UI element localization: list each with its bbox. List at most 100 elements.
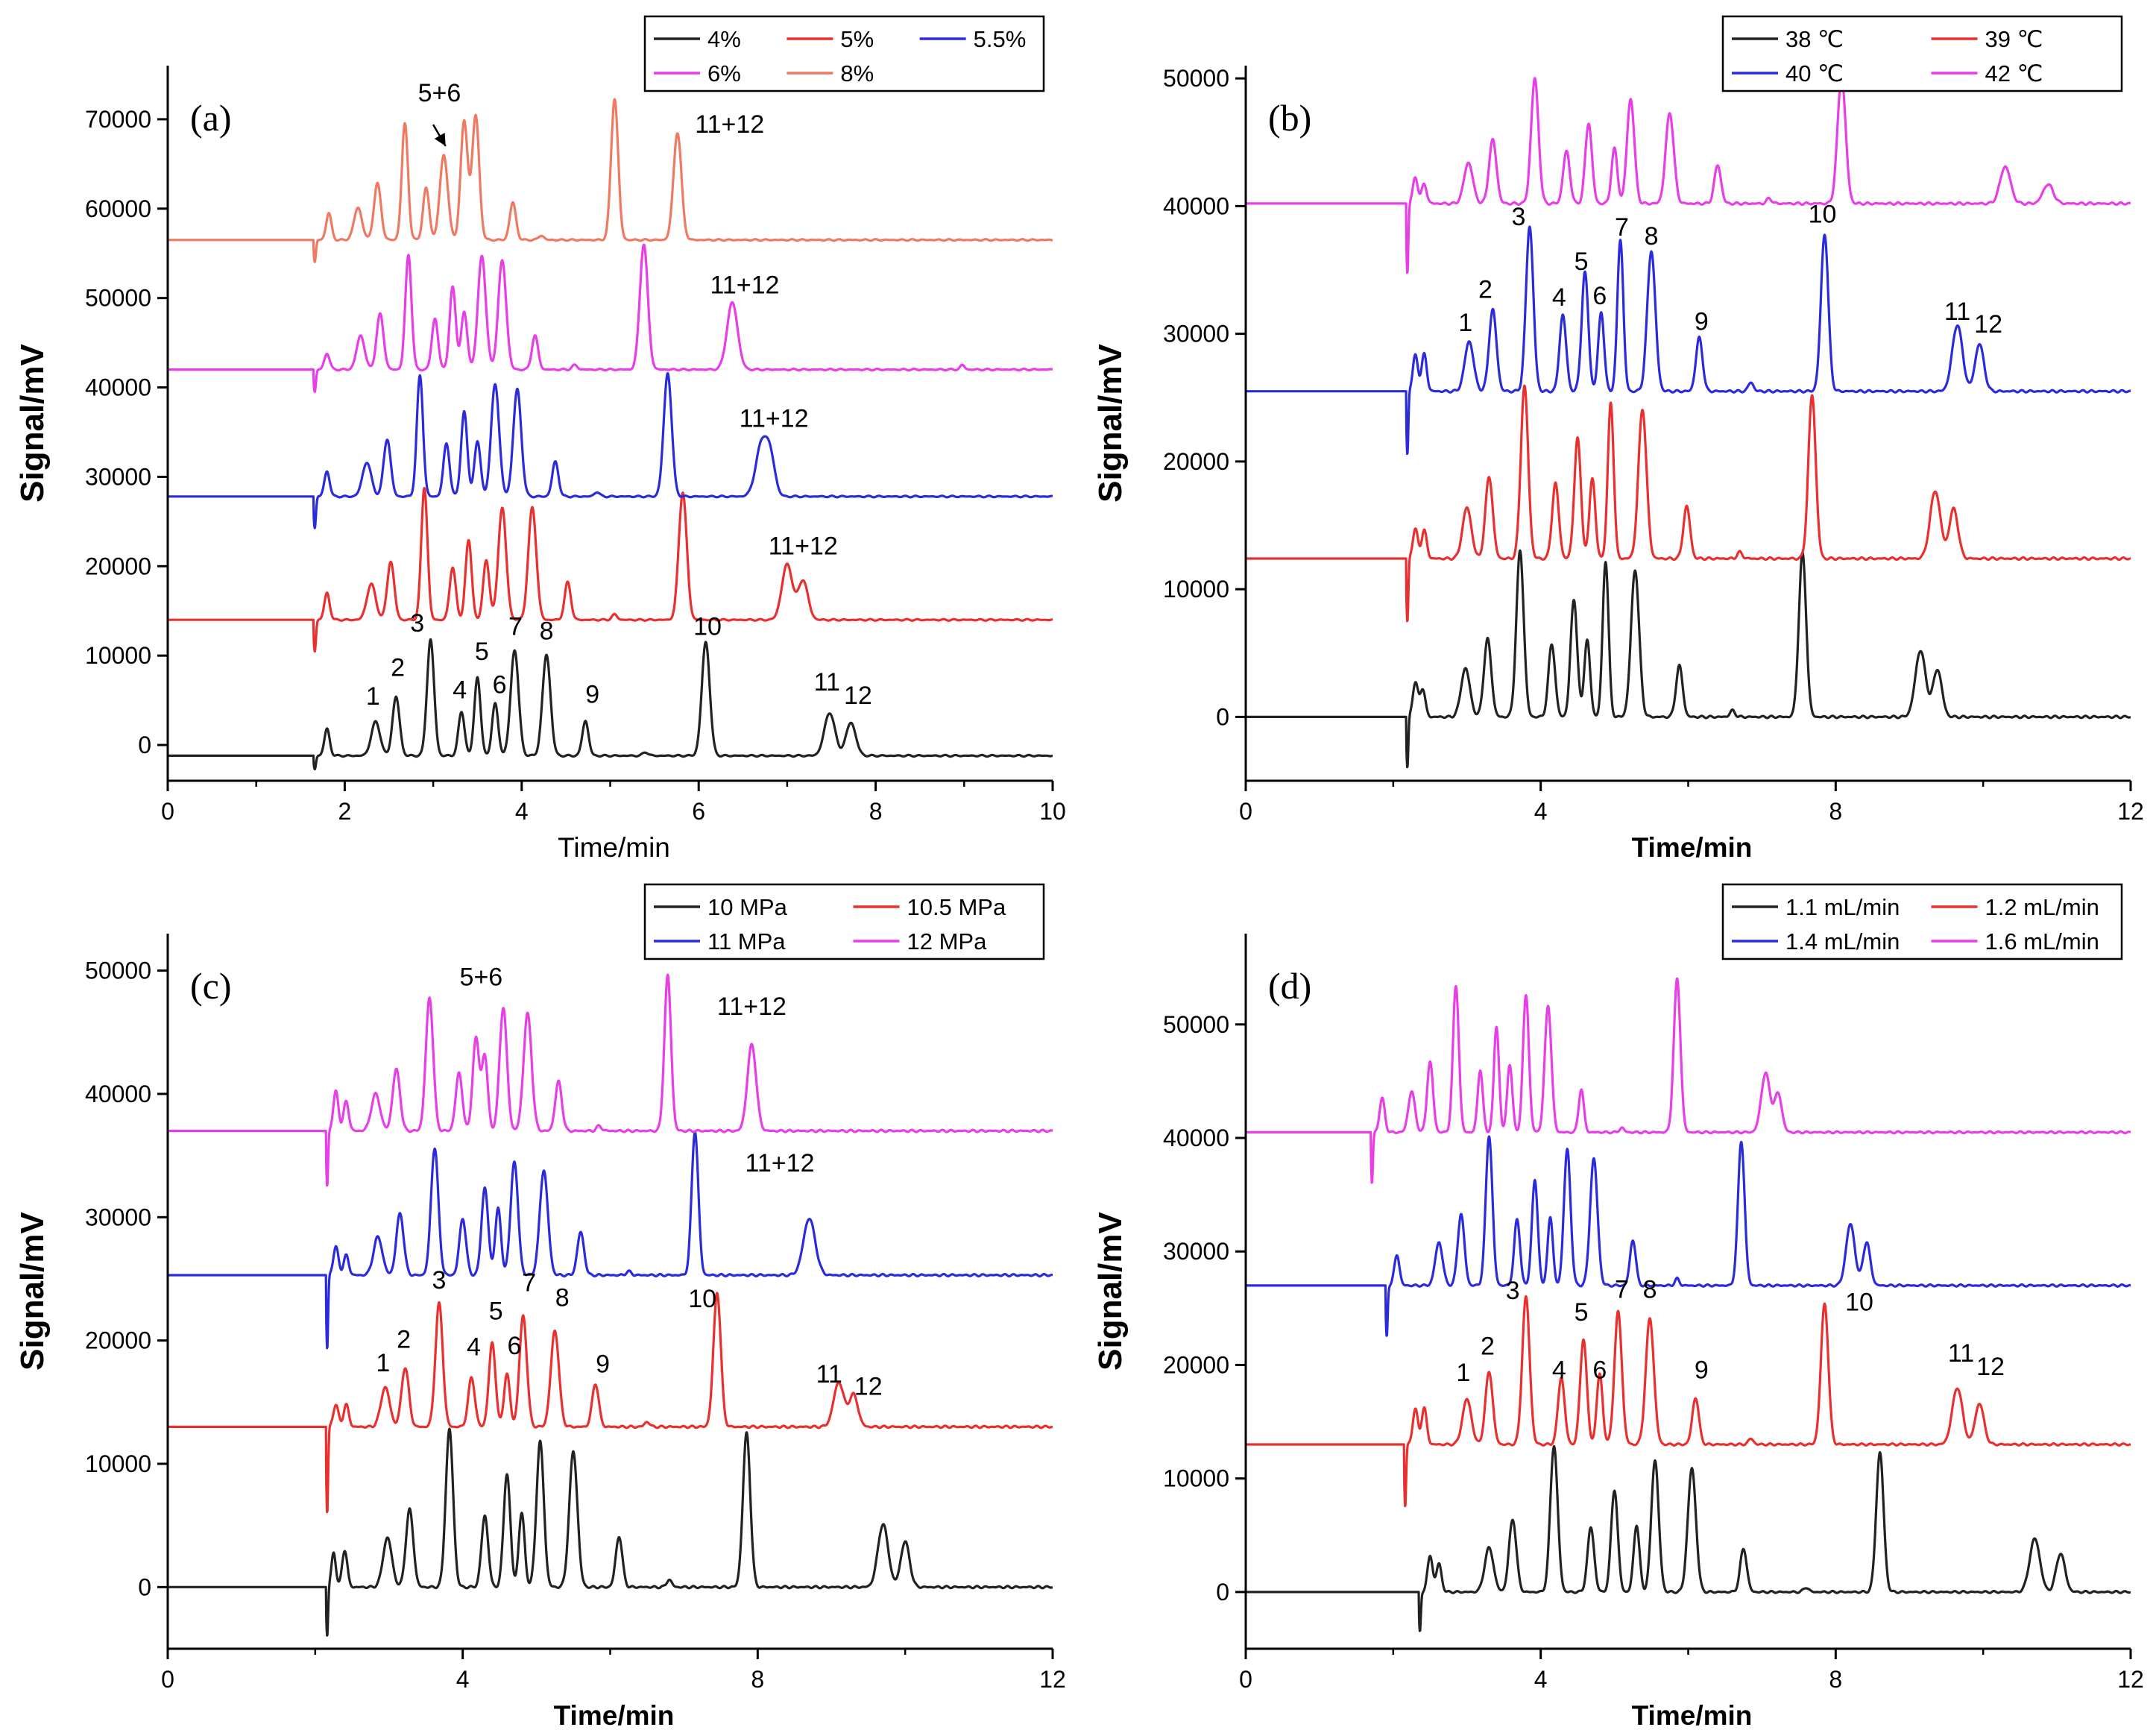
peak-label: 8 [555,1283,570,1312]
series-line-4 [168,243,1053,393]
y-axis-label: Signal/mV [1092,343,1129,502]
peak-label: 4 [467,1333,481,1361]
series-line-3 [1246,1135,2131,1337]
panel-label: (c) [190,965,232,1007]
panel-d: 0 4 8 12 0 10000 20000 30000 40000 50000 Time/min S… [1078,868,2156,1736]
peak-label: 6 [1592,282,1607,310]
series-line-1 [1246,549,2131,769]
peak-label: 11+12 [746,1149,815,1177]
y-tick-label: 40000 [1163,192,1229,219]
y-tick-label: 10000 [1163,1465,1229,1492]
x-tick-label: 12 [1039,1666,1066,1693]
peak-label: 11+12 [695,110,764,139]
peak-label: 11+12 [769,532,838,561]
y-axis-label: Signal/mV [1092,1211,1129,1370]
peak-label: 11+12 [710,271,779,300]
y-tick-label: 0 [1216,1579,1229,1606]
legend-entry: 1.6 mL/min [1985,928,2099,955]
y-tick-label: 20000 [85,1327,151,1354]
y-tick-label: 50000 [85,957,151,984]
peak-label: 10 [1845,1288,1873,1316]
series-line-4 [1246,977,2131,1184]
y-tick-label: 50000 [85,285,151,312]
peak-label: 2 [1478,276,1493,304]
legend: 38 ℃ 39 ℃ 40 ℃ 42 ℃ [1721,15,2123,92]
legend: 4% 5% 5.5% 6% 8% [643,15,1045,92]
peak-label: 10 [693,613,722,641]
legend-entry: 4% [707,26,741,52]
legend-entry: 10 MPa [707,894,788,920]
peak-label: 5 [489,1298,503,1326]
y-tick-label: 70000 [85,106,151,133]
peak-label: 5+6 [418,79,461,107]
x-tick-label: 8 [1829,798,1842,825]
peak-label: 12 [854,1372,883,1400]
y-tick-label: 50000 [1163,65,1229,92]
peak-label: 6 [493,671,507,699]
x-axis-label: Time/min [1632,1700,1753,1731]
peak-label: 5 [475,638,489,666]
peak-label: 2 [1481,1333,1495,1361]
panel-label: (a) [190,97,232,139]
peak-label: 9 [585,681,599,709]
peak-label: 11+12 [740,404,809,433]
legend-entry: 8% [840,60,874,87]
peak-label: 11 [1944,298,1970,326]
x-tick-label: 2 [338,798,352,825]
legend-entry: 5.5% [974,26,1027,52]
series-line-2 [168,1292,1053,1514]
y-tick-label: 40000 [85,1081,151,1107]
legend-entry: 1.1 mL/min [1785,894,1900,920]
series-group [168,973,1053,1637]
series-line-2 [1246,1295,2131,1508]
peak-label: 2 [397,1326,411,1354]
x-axis-label: Time/min [554,1700,675,1731]
panel-a: 0 2 4 6 8 10 0 10000 20000 30000 40000 50000 60000 70… [0,0,1078,868]
peak-label: 5 [1575,248,1589,276]
legend-entry: 1.2 mL/min [1985,894,2099,920]
peak-label: 3 [1506,1277,1520,1305]
legend-box [643,15,1045,92]
panel-label: (d) [1268,965,1311,1007]
legend-box [1721,883,2123,960]
peak-label: 7 [522,1269,536,1298]
peak-label: 5 [1575,1298,1589,1327]
x-tick-label: 4 [456,1666,470,1693]
peak-label: 9 [1695,307,1709,336]
legend: 1.1 mL/min 1.2 mL/min 1.4 mL/min 1.6 mL/min [1721,883,2123,960]
peak-label: 9 [596,1350,610,1379]
x-tick-label: 10 [1039,798,1066,825]
peak-label: 8 [1643,1276,1657,1304]
series-line-1 [1246,1444,2131,1632]
peak-label: 1 [366,682,380,711]
y-tick-label: 0 [138,1573,151,1600]
y-tick-label: 60000 [85,195,151,222]
y-tick-label: 10000 [1163,576,1229,603]
peak-label: 12 [1974,310,2002,339]
chart-b: 0 4 8 12 0 10000 20000 30000 40000 50000 Time/min S… [1092,15,2144,863]
legend-entry: 1.4 mL/min [1785,928,1900,955]
peak-label: 4 [1552,283,1566,312]
legend-entry: 12 MPa [907,928,988,955]
chart-c: 0 4 8 12 0 10000 20000 30000 40000 50000 Time/min S… [14,883,1066,1731]
peak-label: 1 [376,1349,390,1377]
legend-entry: 42 ℃ [1985,60,2043,87]
x-tick-label: 12 [2117,1666,2144,1693]
legend-entry: 38 ℃ [1785,26,1844,52]
legend-entry: 40 ℃ [1785,60,1844,87]
legend-entry: 11 MPa [707,928,786,955]
y-tick-label: 30000 [85,1204,151,1230]
series-line-2 [1246,384,2131,623]
y-tick-label: 50000 [1163,1011,1229,1038]
y-tick-label: 20000 [1163,448,1229,475]
peak-label: 8 [540,617,554,646]
peak-label: 1 [1456,1359,1470,1387]
peak-label: 7 [1615,1276,1629,1304]
legend-box [1721,15,2123,92]
peak-label: 9 [1695,1356,1709,1385]
peak-label: 1 [1458,309,1472,337]
y-axis-label: Signal/mV [14,343,51,502]
y-tick-label: 0 [138,732,151,758]
peak-label: 7 [508,613,523,641]
chart-a: 0 2 4 6 8 10010000200003000040000500006000070… [14,15,1066,863]
